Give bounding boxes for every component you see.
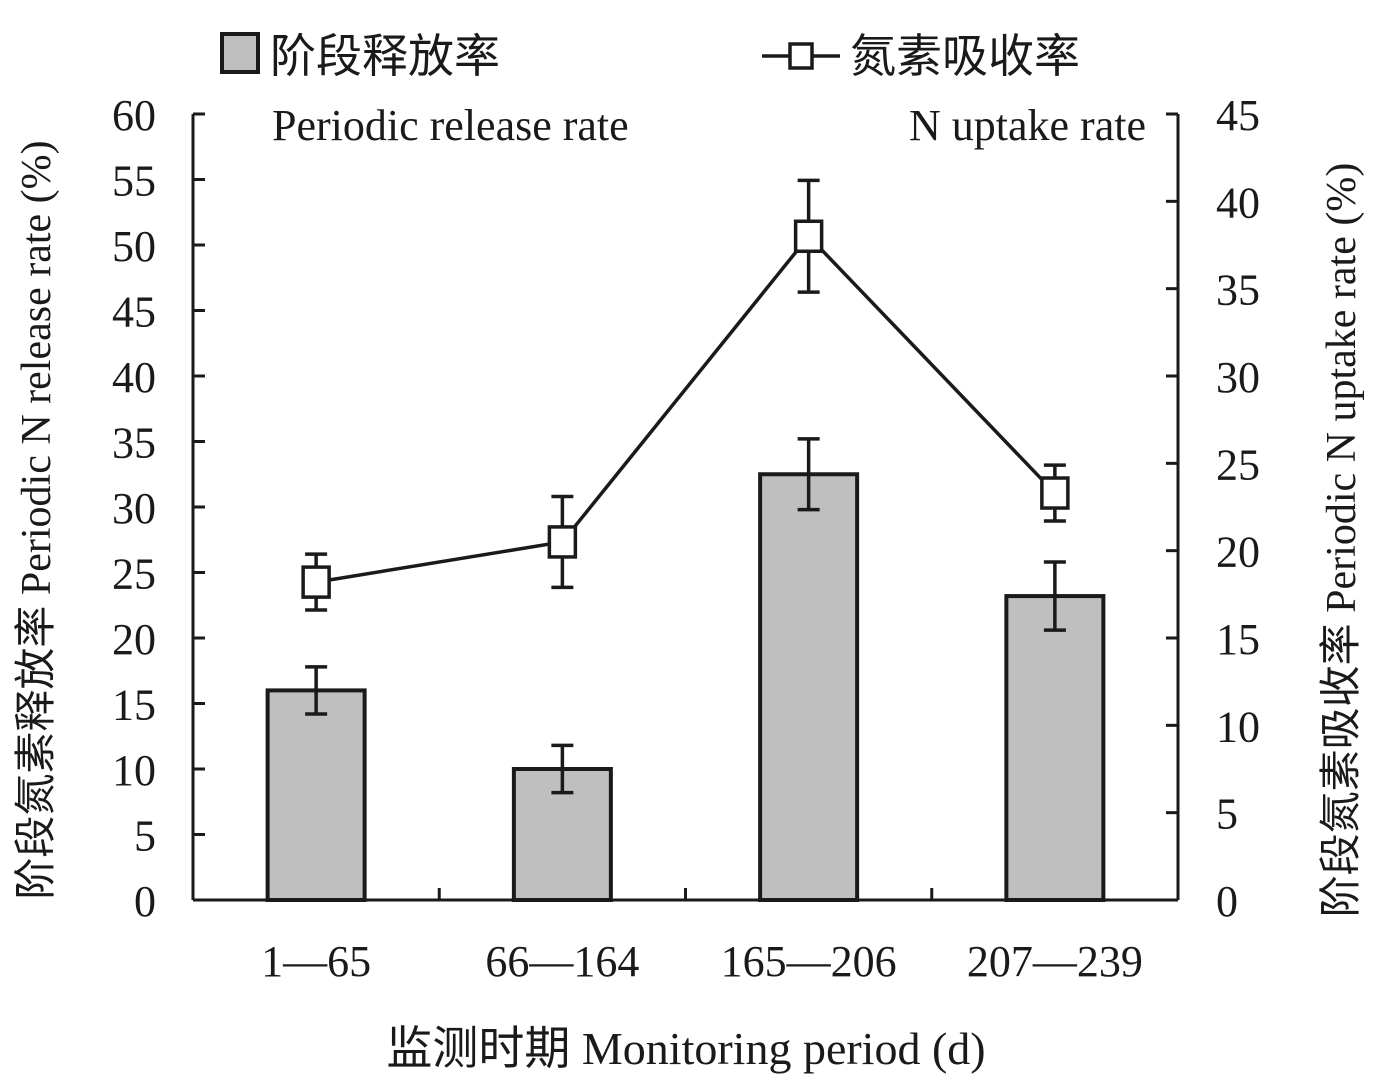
x-axis-title: 监测时期 Monitoring period (d) [386,1023,985,1074]
y-right-tick-label: 20 [1216,528,1260,577]
point-marker [793,219,824,254]
y-left-tick-label: 0 [134,877,156,926]
y-right-tick-label: 10 [1216,702,1260,751]
legend-line-label: 氮素吸收率 [850,31,1080,82]
y-axis-left-title: 阶段氮素释放率 Periodic N release rate (%) [13,140,60,899]
y-right-tick-label: 0 [1216,877,1238,926]
y-right-tick-label: 40 [1216,178,1260,227]
legend-line-marker [788,42,814,70]
y-left-tick-label: 5 [134,812,156,861]
y-right-tick-label: 5 [1216,790,1238,839]
legend-line-label-en: N uptake rate [909,101,1146,150]
bar-series [265,437,1106,903]
y-right-tick-label: 25 [1216,440,1260,489]
uptake-line [315,233,1057,584]
legend-bar-label: 阶段释放率 [270,31,500,82]
y-left-tick-label: 30 [112,484,156,533]
x-tick-label: 66—164 [485,937,639,986]
y-left-tick-label: 25 [112,550,156,599]
y-left-tick-label: 55 [112,157,156,206]
y-right-tick-label: 45 [1216,91,1260,140]
legend-bar-label-en: Periodic release rate [272,101,629,150]
axes: 0 5 10 15 20 25 30 35 40 45 50 55 60 0 5 10 15 20 25 30 35 40… [112,91,1260,986]
x-tick-label: 1—65 [261,937,371,986]
line-series [301,178,1070,612]
point-marker [1040,476,1070,510]
y-right-tick-label: 30 [1216,353,1260,402]
y-left-tick-label: 50 [112,222,156,271]
x-tick-label: 207—239 [967,937,1143,986]
legend-bar-swatch [220,32,260,74]
y-left-tick-label: 10 [112,746,156,795]
y-left-tick-label: 40 [112,353,156,402]
x-tick-label: 165—206 [721,937,897,986]
y-axis-right-title: 阶段氮素吸收率 Periodic N uptake rate (%) [1318,163,1365,918]
bar [758,472,860,902]
y-right-tick-label: 35 [1216,266,1260,315]
y-left-tick-label: 15 [112,681,156,730]
bar [265,688,367,903]
bar [1004,594,1106,903]
point-marker [301,565,331,599]
point-marker [547,525,578,559]
y-left-tick-label: 35 [112,419,156,468]
y-right-tick-label: 15 [1216,615,1260,664]
legend: 阶段释放率 氮素吸收率 Periodic release rate N upta… [220,31,1146,150]
y-left-tick-label: 60 [112,91,156,140]
y-left-tick-label: 45 [112,288,156,337]
y-left-tick-label: 20 [112,615,156,664]
